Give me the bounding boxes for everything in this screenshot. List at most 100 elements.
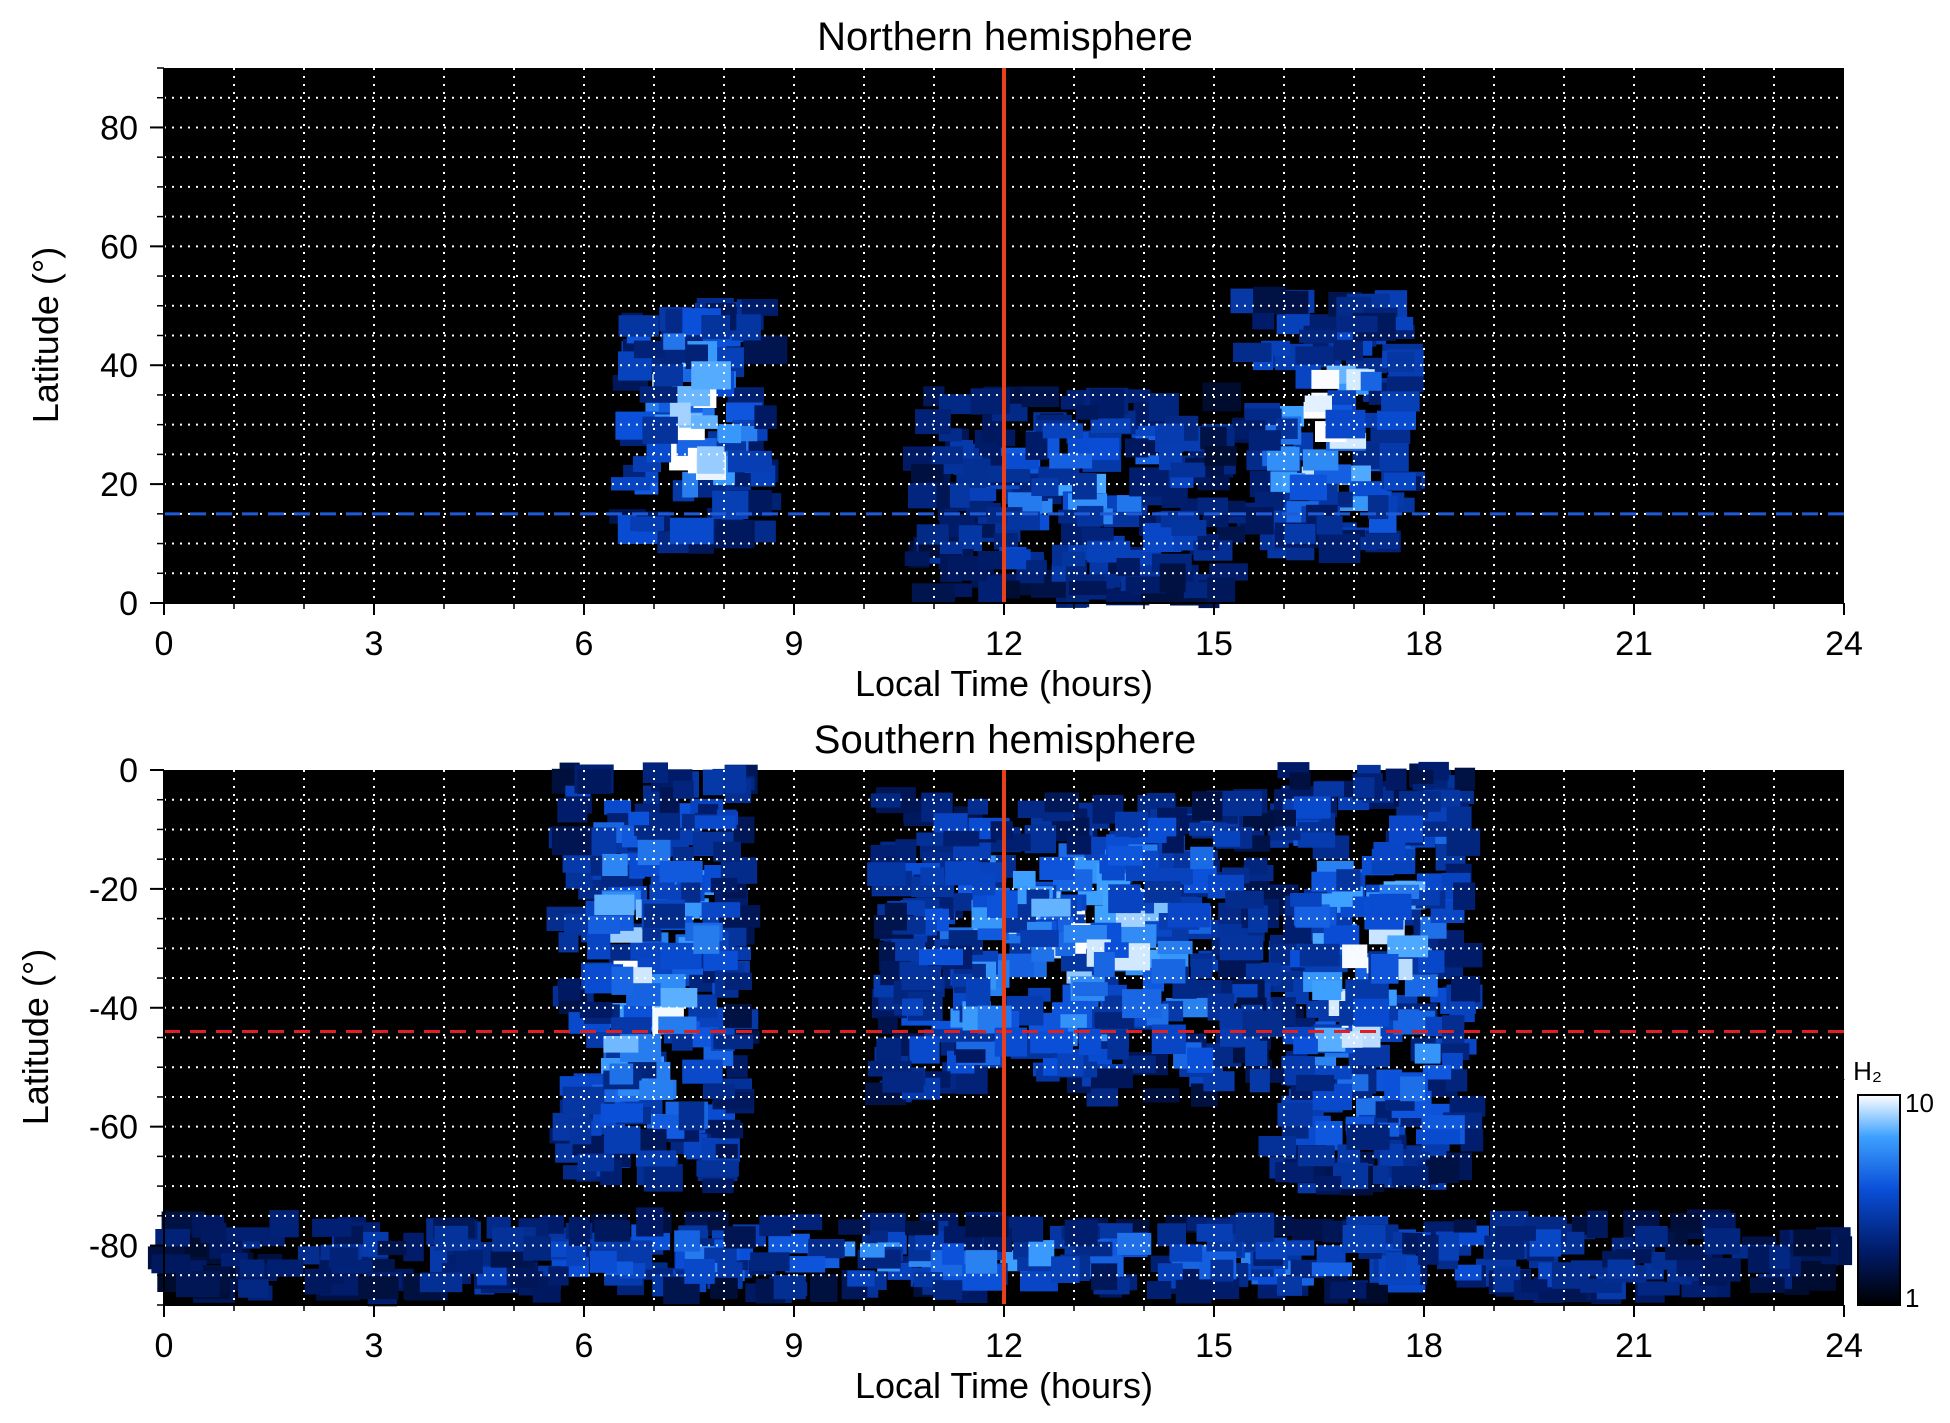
heatmap-cell [1365,533,1400,549]
heatmap-cell [1210,1259,1234,1282]
heatmap-cell [1090,418,1131,434]
heatmap-cell [1635,1226,1668,1247]
heatmap-cell [1304,395,1332,412]
heatmap-cell [643,903,685,929]
heatmap-cell [1108,845,1143,866]
heatmap-cell [609,1063,634,1085]
heatmap-cell [1312,980,1342,1001]
heatmap-cell [1013,871,1036,889]
heatmap-cell [965,977,991,1007]
heatmap-cell [1104,573,1125,590]
heatmap-cell [1336,869,1361,891]
heatmap-cell [884,902,907,931]
heatmap-cell [1385,1252,1407,1280]
heatmap-cell [1115,910,1146,927]
heatmap-cell [1768,1247,1790,1269]
heatmap-cell [895,839,917,866]
heatmap-cell [312,1218,352,1237]
heatmap-cell [1367,495,1389,520]
heatmap-cell [672,386,711,407]
heatmap-cell [965,1215,1009,1238]
heatmap-cell [1051,1256,1080,1283]
heatmap-cell [1336,315,1378,333]
heatmap-cell [1202,382,1242,412]
heatmap-cell [1248,430,1281,451]
heatmap-cell [151,1254,190,1274]
heatmap-cell [1360,371,1382,391]
heatmap-cell [579,1001,613,1019]
heatmap-cell [1051,817,1090,842]
heatmap-cell [713,841,741,862]
heatmap-cell [1318,893,1353,907]
heatmap-cell [1060,1014,1087,1028]
heatmap-cell [1416,821,1447,837]
heatmap-cell [1341,1031,1363,1048]
heatmap-cell [1030,1031,1073,1054]
heatmap-cell [1115,811,1149,837]
heatmap-cell [1276,1276,1302,1296]
heatmap-cell [699,902,741,918]
heatmap-cell [1446,828,1481,856]
heatmap-cell [710,1277,738,1300]
heatmap-cell [1200,427,1227,450]
heatmap-cell [1197,497,1228,515]
heatmap-cell [1330,1281,1367,1299]
heatmap-cell [1670,1213,1701,1233]
heatmap-cell [569,1118,592,1145]
heatmap-cell [1031,478,1059,496]
heatmap-cell [1398,791,1441,812]
heatmap-cell [604,1126,641,1154]
heatmap-cell [1252,312,1275,330]
heatmap-cell [611,477,651,491]
heatmap-cell [490,1250,534,1268]
heatmap-cell [632,967,652,986]
heatmap-cell [1342,944,1368,969]
heatmap-cell [329,1247,358,1268]
heatmap-cell [659,861,703,883]
y-tick-label: 0 [119,752,138,790]
heatmap-cell [718,424,742,444]
heatmap-cell [604,799,632,815]
heatmap-cell [1325,409,1366,439]
heatmap-cell [1391,1166,1429,1186]
heatmap-cell [568,1217,590,1246]
heatmap-cell [639,386,678,403]
heatmap-cell [1077,505,1104,527]
heatmap-cell [548,1266,569,1286]
heatmap-cell [1075,405,1098,420]
heatmap-cell [1381,391,1420,412]
heatmap-cell [1021,386,1059,408]
heatmap-cell [628,811,649,826]
heatmap-cell [1078,1034,1102,1055]
y-axis-label: Latitude (°) [25,247,66,423]
x-tick-label: 3 [365,625,384,663]
heatmap-cell [970,388,1002,415]
heatmap-cell [908,483,937,509]
heatmap-cell [676,425,705,441]
heatmap-cell [920,867,945,886]
heatmap-cell [1277,1102,1313,1127]
heatmap-cell [1453,1219,1477,1233]
heatmap-cell [1031,898,1071,917]
heatmap-cell [611,966,634,995]
heatmap-cell [1192,791,1223,821]
heatmap-cell [1445,1069,1468,1092]
heatmap-cell [1793,1229,1831,1257]
heatmap-cell [1454,1264,1482,1281]
heatmap-cell [1571,1260,1603,1276]
heatmap-cell [1142,1088,1180,1103]
heatmap-cell [1204,1043,1242,1067]
heatmap-cell [155,1229,190,1247]
heatmap-cell [239,1259,265,1278]
heatmap-cell [684,1259,715,1284]
heatmap-cell [911,583,956,604]
heatmap-cell [1125,576,1167,594]
heatmap-cell [1028,1240,1055,1267]
heatmap-cell [630,942,665,960]
heatmap-cell [693,925,720,954]
x-axis-label: Local Time (hours) [855,663,1153,704]
heatmap-cell [588,911,621,934]
x-tick-label: 24 [1825,625,1863,663]
heatmap-cell [1387,375,1424,393]
heatmap-cell [1170,462,1206,478]
